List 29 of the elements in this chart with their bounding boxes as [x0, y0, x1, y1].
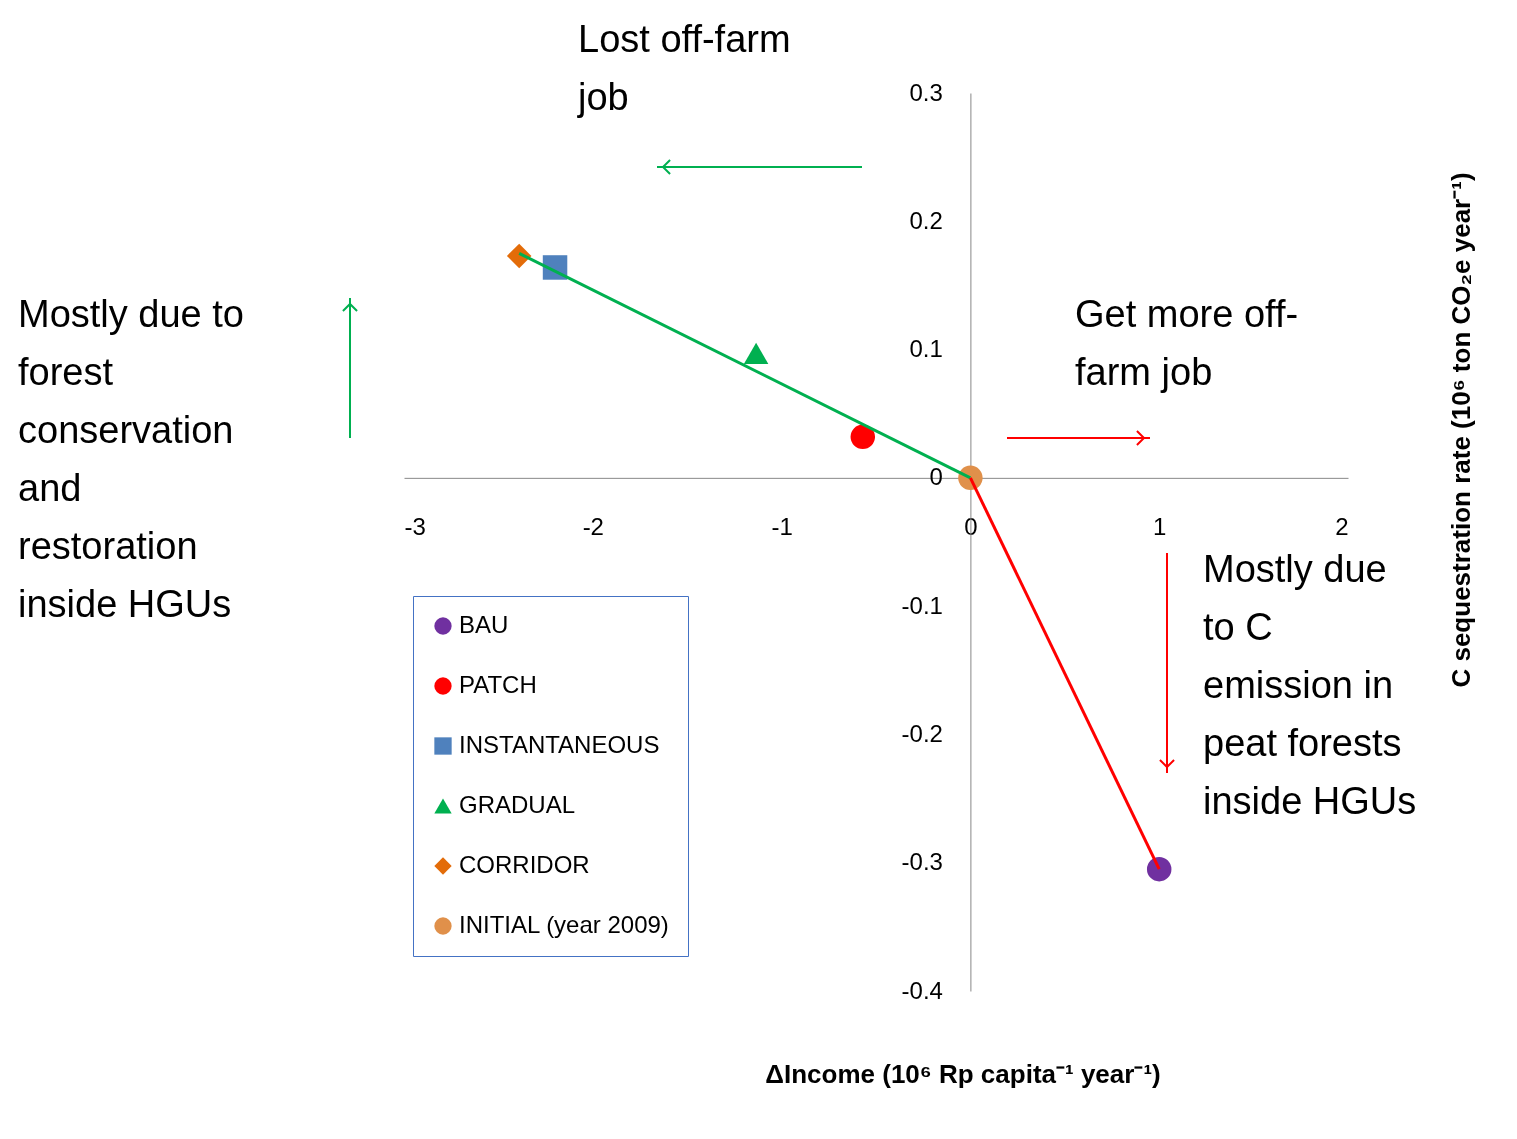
text: Mostly due to forest conservation and restoration inside HGUs — [18, 293, 244, 625]
point — [743, 342, 769, 365]
x-tick-label: -1 — [771, 513, 793, 541]
legend-label: INITIAL (year 2009) — [459, 911, 669, 938]
annotation: Mostly due to C emission in peat forests inside HGUs — [1203, 548, 1417, 822]
legend-label: CORRIDOR — [459, 851, 590, 878]
annotation: Lost off-farm job — [577, 18, 791, 118]
point — [850, 424, 876, 450]
legend-label: PATCH — [459, 671, 537, 698]
x-tick-label: 1 — [1153, 513, 1167, 541]
point — [1146, 856, 1172, 882]
y-axis-title: C sequestration rate (10⁶ ton CO₂e year⁻¹) — [1446, 172, 1476, 688]
y-tick-label: 0.2 — [909, 206, 943, 234]
legend-label: GRADUAL — [459, 791, 576, 818]
y-tick-label: 0 — [929, 463, 943, 491]
y-tick-label: -0.2 — [901, 719, 943, 747]
annotation: Get more off-farm job — [1075, 293, 1299, 393]
x-tick-label: 0 — [964, 513, 978, 541]
y-tick-label: 0.3 — [909, 78, 943, 106]
y-tick-label: 0.1 — [909, 335, 943, 363]
legend-label: BAU — [459, 611, 509, 638]
y-tick-label: -0.4 — [901, 976, 943, 1004]
x-tick-label: -2 — [582, 513, 604, 541]
x-tick-label: 2 — [1335, 513, 1349, 541]
y-tick-label: -0.3 — [901, 848, 943, 876]
x-axis-title: ΔIncome (10⁶ Rp capita⁻¹ year⁻¹) — [765, 1059, 1161, 1089]
y-tick-label: -0.1 — [901, 591, 943, 619]
x-tick-label: -3 — [404, 513, 426, 541]
legend-label: INSTANTANEOUS — [459, 731, 660, 758]
